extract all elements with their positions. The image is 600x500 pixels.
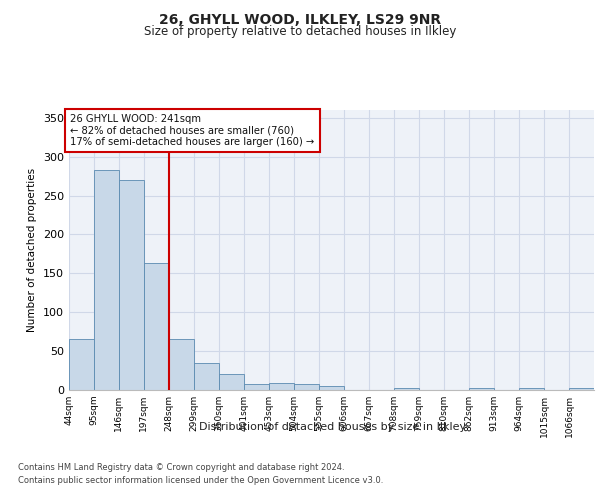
Bar <box>244 384 269 390</box>
Text: Distribution of detached houses by size in Ilkley: Distribution of detached houses by size … <box>199 422 467 432</box>
Bar <box>469 388 494 390</box>
Y-axis label: Number of detached properties: Number of detached properties <box>28 168 37 332</box>
Bar <box>319 386 344 390</box>
Bar <box>119 180 144 390</box>
Bar <box>69 340 94 390</box>
Bar <box>94 170 119 390</box>
Bar <box>194 363 219 390</box>
Bar <box>269 383 294 390</box>
Bar <box>569 388 594 390</box>
Bar <box>294 384 319 390</box>
Text: Contains public sector information licensed under the Open Government Licence v3: Contains public sector information licen… <box>18 476 383 485</box>
Text: Size of property relative to detached houses in Ilkley: Size of property relative to detached ho… <box>144 25 456 38</box>
Bar <box>219 374 244 390</box>
Bar <box>394 388 419 390</box>
Bar <box>144 263 169 390</box>
Bar <box>519 388 544 390</box>
Bar <box>169 340 194 390</box>
Text: 26 GHYLL WOOD: 241sqm
← 82% of detached houses are smaller (760)
17% of semi-det: 26 GHYLL WOOD: 241sqm ← 82% of detached … <box>70 114 315 147</box>
Text: Contains HM Land Registry data © Crown copyright and database right 2024.: Contains HM Land Registry data © Crown c… <box>18 462 344 471</box>
Text: 26, GHYLL WOOD, ILKLEY, LS29 9NR: 26, GHYLL WOOD, ILKLEY, LS29 9NR <box>159 12 441 26</box>
